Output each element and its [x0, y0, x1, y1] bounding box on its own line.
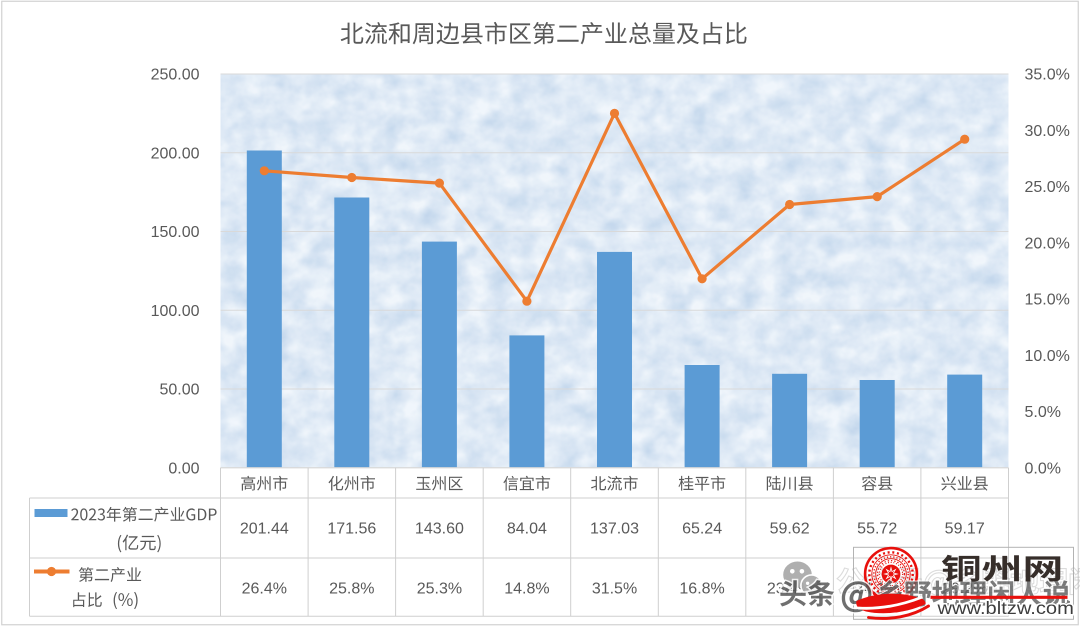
- svg-text:59.62: 59.62: [770, 521, 810, 538]
- svg-text:www.bltzw.com: www.bltzw.com: [936, 598, 1073, 617]
- svg-text:10.0%: 10.0%: [1025, 348, 1070, 365]
- svg-text:201.44: 201.44: [240, 521, 289, 538]
- svg-text:31.5%: 31.5%: [592, 580, 637, 597]
- svg-text:0.0%: 0.0%: [1025, 460, 1061, 477]
- svg-text:59.17: 59.17: [945, 521, 985, 538]
- svg-text:25.0%: 25.0%: [1025, 179, 1070, 196]
- svg-text:65.24: 65.24: [682, 521, 722, 538]
- svg-text:100.00: 100.00: [151, 303, 200, 320]
- svg-text:15.0%: 15.0%: [1025, 292, 1070, 309]
- svg-text:25.8%: 25.8%: [329, 580, 374, 597]
- svg-text:5.0%: 5.0%: [1025, 404, 1061, 421]
- svg-text:0.00: 0.00: [168, 460, 199, 477]
- svg-text:137.03: 137.03: [590, 521, 639, 538]
- svg-text:84.04: 84.04: [507, 521, 547, 538]
- svg-text:55.72: 55.72: [857, 521, 897, 538]
- svg-text:30.0%: 30.0%: [1025, 123, 1070, 140]
- svg-text:143.60: 143.60: [415, 521, 464, 538]
- svg-text:35.0%: 35.0%: [1025, 67, 1070, 84]
- svg-text:171.56: 171.56: [327, 521, 376, 538]
- svg-text:25.3%: 25.3%: [417, 580, 462, 597]
- svg-text:14.8%: 14.8%: [504, 580, 549, 597]
- svg-text:150.00: 150.00: [151, 224, 200, 241]
- svg-text:250.00: 250.00: [151, 67, 200, 84]
- svg-text:16.8%: 16.8%: [679, 580, 724, 597]
- svg-text:200.00: 200.00: [151, 145, 200, 162]
- svg-text:20.0%: 20.0%: [1025, 235, 1070, 252]
- svg-text:26.4%: 26.4%: [242, 580, 287, 597]
- svg-text:50.00: 50.00: [159, 382, 199, 399]
